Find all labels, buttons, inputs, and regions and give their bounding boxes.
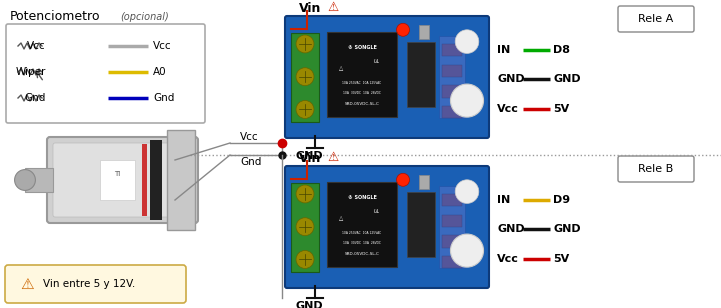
Text: D9: D9 — [553, 195, 570, 205]
Text: GND: GND — [295, 151, 322, 161]
Bar — [441, 44, 462, 56]
Text: ⚠: ⚠ — [327, 1, 338, 14]
Text: SRD-05VDC-SL-C: SRD-05VDC-SL-C — [345, 102, 379, 106]
Text: Rele A: Rele A — [638, 14, 673, 24]
Text: Vcc: Vcc — [27, 41, 46, 51]
Bar — [439, 186, 465, 268]
Text: Vin: Vin — [299, 2, 322, 15]
FancyBboxPatch shape — [618, 6, 694, 32]
Bar — [407, 192, 435, 257]
Bar — [441, 106, 462, 118]
Circle shape — [397, 173, 410, 186]
Text: ⚠: ⚠ — [327, 151, 338, 164]
Text: 10A  30VDC  10A  28VDC: 10A 30VDC 10A 28VDC — [343, 91, 381, 95]
Text: SRD-05VDC-SL-C: SRD-05VDC-SL-C — [345, 252, 379, 256]
Bar — [150, 140, 162, 220]
Bar — [441, 235, 462, 248]
Text: Wiper: Wiper — [16, 67, 46, 77]
Bar — [25, 168, 53, 192]
Bar — [407, 42, 435, 107]
Bar — [439, 36, 465, 118]
Text: △: △ — [339, 215, 343, 220]
Text: IN: IN — [497, 195, 510, 205]
Text: (opcional): (opcional) — [120, 12, 169, 22]
Text: GND: GND — [295, 301, 322, 308]
Text: ® SONGLE: ® SONGLE — [348, 45, 376, 50]
Text: 10A 250VAC  10A 125VAC: 10A 250VAC 10A 125VAC — [342, 231, 381, 235]
FancyBboxPatch shape — [618, 156, 694, 182]
Text: △: △ — [339, 65, 343, 70]
Text: Vin: Vin — [299, 152, 322, 165]
Bar — [419, 25, 429, 39]
FancyBboxPatch shape — [285, 166, 489, 288]
Circle shape — [296, 185, 314, 203]
Circle shape — [296, 250, 314, 268]
Text: GND: GND — [553, 74, 580, 84]
Text: Vcc: Vcc — [153, 41, 172, 51]
FancyBboxPatch shape — [53, 143, 182, 217]
Text: ⚠: ⚠ — [20, 277, 34, 291]
Circle shape — [296, 218, 314, 236]
FancyBboxPatch shape — [285, 16, 489, 138]
Bar — [441, 65, 462, 77]
Circle shape — [455, 30, 479, 53]
Text: A0: A0 — [153, 67, 167, 77]
Text: Gnd: Gnd — [240, 157, 262, 167]
Bar — [327, 32, 397, 117]
Text: Vin entre 5 y 12V.: Vin entre 5 y 12V. — [43, 279, 136, 289]
Text: D8: D8 — [553, 45, 570, 55]
Text: Vcc: Vcc — [497, 254, 519, 264]
Text: ® SONGLE: ® SONGLE — [348, 195, 376, 200]
Text: 10A  30VDC  10A  28VDC: 10A 30VDC 10A 28VDC — [343, 241, 381, 245]
Text: Potenciometro: Potenciometro — [10, 10, 100, 23]
Bar — [441, 256, 462, 268]
FancyBboxPatch shape — [5, 265, 186, 303]
FancyBboxPatch shape — [47, 137, 198, 223]
Bar — [167, 130, 195, 230]
Text: IN: IN — [497, 45, 510, 55]
Bar — [327, 182, 397, 267]
Circle shape — [451, 234, 484, 267]
Text: GND: GND — [497, 74, 525, 84]
Bar — [142, 144, 147, 216]
Bar — [291, 33, 319, 122]
Text: Rele B: Rele B — [638, 164, 673, 174]
Circle shape — [296, 35, 314, 53]
Text: GND: GND — [553, 224, 580, 234]
Bar — [441, 85, 462, 98]
Bar — [419, 175, 429, 189]
Circle shape — [397, 23, 410, 36]
Text: Vcc: Vcc — [497, 104, 519, 114]
Text: 5V: 5V — [553, 254, 570, 264]
Text: Gnd: Gnd — [153, 93, 174, 103]
Bar — [441, 215, 462, 227]
Circle shape — [451, 84, 484, 117]
Circle shape — [296, 68, 314, 86]
Text: UL: UL — [374, 209, 381, 214]
Bar — [100, 160, 135, 200]
Text: 5V: 5V — [553, 104, 570, 114]
Text: Vcc: Vcc — [240, 132, 259, 142]
FancyBboxPatch shape — [6, 24, 205, 123]
Circle shape — [455, 180, 479, 203]
Bar — [441, 194, 462, 206]
Bar — [291, 183, 319, 272]
Text: Gnd: Gnd — [25, 93, 46, 103]
Text: UL: UL — [374, 59, 381, 64]
Text: 10A 250VAC  10A 125VAC: 10A 250VAC 10A 125VAC — [342, 81, 381, 85]
Circle shape — [296, 100, 314, 118]
Circle shape — [14, 170, 35, 190]
Text: TI: TI — [114, 171, 120, 176]
Text: GND: GND — [497, 224, 525, 234]
